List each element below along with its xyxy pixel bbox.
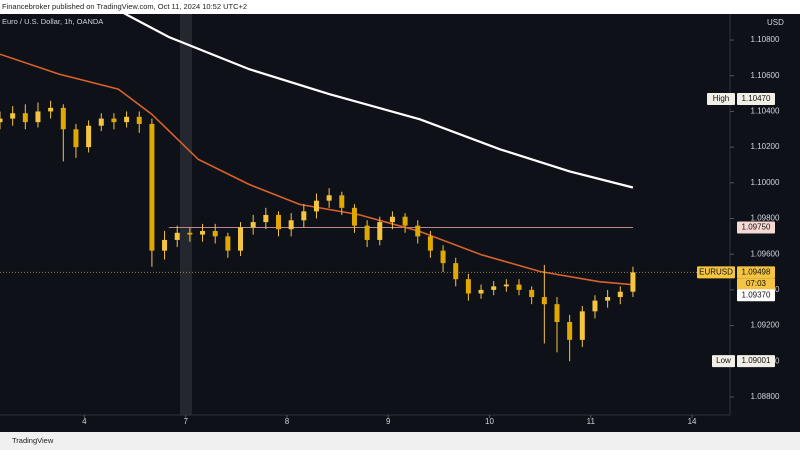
candle-body [35,111,41,123]
x-tick-label: 9 [386,417,391,426]
candle-body [263,214,269,223]
candle-body [339,195,345,208]
candle-body [22,113,28,123]
price-badge-name: Low [716,356,731,365]
axes: 1.10800 1.10600 1.10400 1.10200 1.10000 1.098… [82,35,780,426]
candle-body [415,225,421,237]
candle-body [567,322,573,340]
price-badge [737,266,775,279]
candle-body [73,129,79,148]
x-tick-label: 11 [587,417,596,426]
price-badge-name: High [713,94,729,103]
candle-body [389,216,395,223]
candle-body [427,236,433,251]
candle-body [313,200,319,212]
candle-body [440,250,446,264]
candle-body [554,304,560,323]
candle-body [465,279,471,294]
y-tick-label: 1.10600 [751,71,780,80]
price-badge [737,355,775,368]
currency: USD [767,18,784,27]
y-tick-label: 1.10200 [751,142,780,151]
countdown: 07:03 [746,279,767,288]
y-tick-label: 1.09600 [751,249,780,258]
candle-body [225,236,231,251]
candle-body [48,107,54,112]
candle-body [377,222,383,240]
candle-body [86,125,92,148]
candle-body [630,272,636,292]
candle-body [364,225,370,240]
candle-body [200,231,206,235]
candle-body [10,113,16,119]
plot [0,10,730,362]
candle-body [98,118,104,126]
moving-average [0,53,633,286]
candle-body [617,291,623,298]
candle-body [275,214,281,230]
candle-body [149,123,155,251]
y-tick-label: 1.09800 [751,214,780,223]
price-badge [737,92,775,105]
footer-brand: TradingView [12,436,54,445]
price-badge-label: 1.09001 [742,356,771,365]
price-badge [737,289,775,302]
header-bar [0,0,800,14]
candle-body [212,231,218,237]
candle-body [288,220,294,230]
candle-body [516,284,522,290]
candle-body [605,297,611,301]
candle-body [0,118,3,123]
candle-body [541,297,547,305]
y-tick-label: 1.09200 [751,321,780,330]
candle-body [491,286,497,290]
x-tick-label: 7 [183,417,188,426]
candle-body [503,284,509,287]
candle-body [579,311,585,340]
x-tick-label: 14 [688,417,697,426]
countdown-bg [737,278,775,290]
price-badge [737,221,775,234]
price-badge-label: 1.09370 [742,290,771,299]
candle-body [250,222,256,228]
symbol: Euro / U.S. Dollar, 1h, OANDA [2,17,103,26]
price-badge-name-bg [697,266,735,279]
candle-body [238,227,244,251]
y-tick-label: 1.08800 [751,392,780,401]
candle-body [529,289,535,298]
publisher: Financebroker published on TradingView.c… [2,2,247,11]
x-tick-label: 4 [82,417,87,426]
candle-body [162,239,168,251]
x-tick-label: 8 [285,417,290,426]
candle-body [174,232,180,240]
y-tick-label: 1.10400 [751,107,780,116]
candle-body [301,211,307,221]
y-tick-label: 1.10000 [751,178,780,187]
candle-body [478,289,484,294]
price-badge-name-bg [707,92,735,105]
candle-body [187,232,193,235]
candle-body [111,118,117,123]
candle-body [351,207,357,226]
price-badge-label: 1.10470 [742,94,771,103]
price-badge-name: EURUSD [699,268,733,277]
price-badge-label: 1.09750 [742,223,771,232]
candle-body [592,300,598,312]
footer-bar [0,432,800,450]
candle-body [402,216,408,226]
price-badge-label: 1.09498 [742,268,771,277]
candle-body [60,107,66,130]
price-badge-name-bg [712,355,735,368]
x-tick-label: 10 [485,417,494,426]
candle-body [136,116,142,124]
moving-average [119,10,634,189]
candle-body [453,263,459,280]
y-tick-label: 1.10800 [751,35,780,44]
candle-body [326,195,332,201]
candle-body [124,116,130,123]
session-highlight [180,14,192,415]
